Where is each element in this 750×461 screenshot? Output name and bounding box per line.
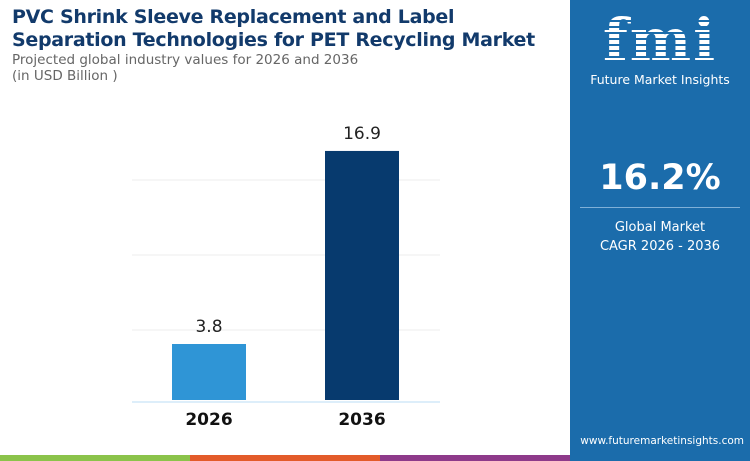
strip-orange <box>190 455 380 461</box>
logo-mark: fmi <box>570 10 750 70</box>
data-label-2026: 3.8 <box>195 317 222 337</box>
subtitle-text: Projected global industry values for 202… <box>12 52 359 68</box>
website-link[interactable]: www.futuremarketinsights.com <box>580 435 744 447</box>
sidebar-panel: fmi Future Market Insights 16.2% Global … <box>570 0 750 461</box>
divider <box>580 207 740 208</box>
cagr-value: 16.2% <box>599 158 721 198</box>
cagr-label-line1: Global Market <box>614 220 706 235</box>
strip-purple <box>380 455 570 461</box>
bar-2026 <box>172 344 246 400</box>
cagr-label-line2: CAGR 2026 - 2036 <box>599 239 721 254</box>
data-label-2036: 16.9 <box>343 124 381 144</box>
chart-title: PVC Shrink Sleeve Replacement and Label … <box>12 6 535 51</box>
x-tick-label-2036: 2036 <box>338 410 385 430</box>
unit-text: (in USD Billion ) <box>12 68 118 84</box>
x-tick-label-2026: 2026 <box>185 410 232 430</box>
bar-2036 <box>325 150 399 400</box>
bar-chart: 3.8 2026 16.9 2036 <box>132 124 440 430</box>
fmi-logo: fmi Future Market Insights <box>570 10 750 87</box>
logo-name: Future Market Insights <box>590 72 730 87</box>
strip-green <box>0 455 190 461</box>
cagr-label: Global Market CAGR 2026 - 2036 <box>570 218 750 256</box>
chart-subtitle: Projected global industry values for 202… <box>12 52 358 84</box>
